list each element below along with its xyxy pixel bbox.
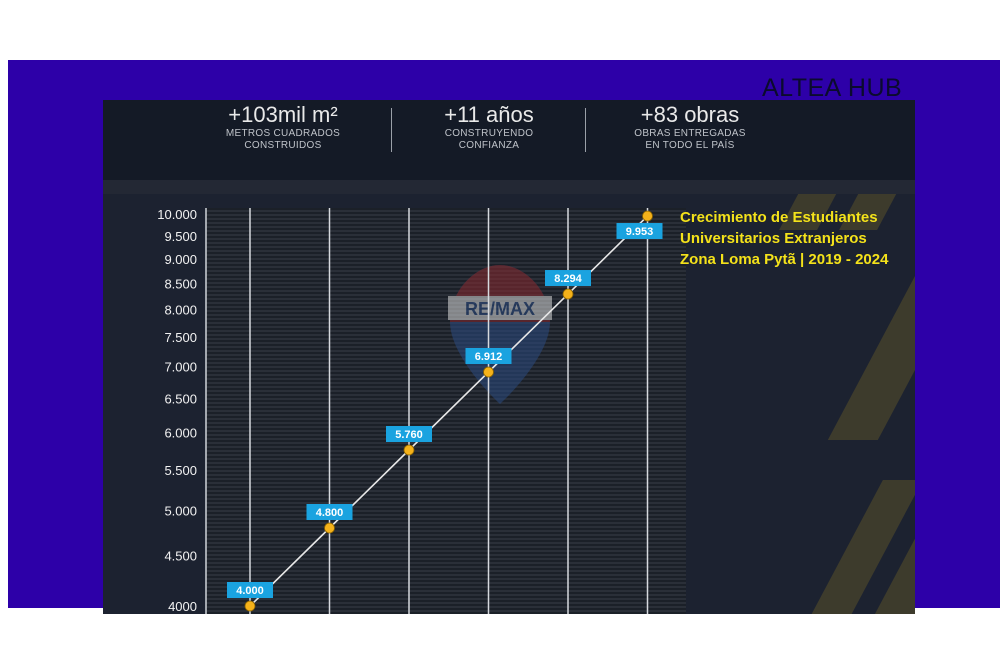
stat-area: +103mil m² METROS CUADRADOS CONSTRUIDOS: [183, 102, 383, 152]
data-label: 5.760: [395, 429, 423, 441]
stat-years: +11 años CONSTRUYENDO CONFIANZA: [389, 102, 589, 152]
chart-title: Crecimiento de Estudiantes Universitario…: [680, 207, 920, 270]
stat-works-label-2: EN TODO EL PAÍS: [645, 140, 735, 151]
stat-years-label-1: CONSTRUYENDO: [444, 128, 534, 139]
stat-area-value: +103mil m²: [228, 102, 338, 127]
chart-title-line-2: Universitarios Extranjeros: [680, 230, 867, 247]
data-label-box: [545, 270, 591, 287]
y-tick-label: 4000: [168, 599, 197, 614]
data-point: [324, 522, 335, 534]
data-label-box: [616, 223, 663, 240]
data-label: 4.800: [316, 507, 344, 519]
stat-divider: [391, 108, 392, 152]
toolbar-strip: [103, 180, 915, 194]
data-point: [642, 210, 653, 222]
y-tick-label: 6.000: [164, 426, 197, 441]
y-tick-label: 4.500: [164, 549, 197, 564]
stat-area-label-2: CONSTRUIDOS: [244, 140, 322, 151]
remax-logo-text: RE/MAX: [465, 299, 535, 319]
stat-years-label-2: CONFIANZA: [458, 140, 520, 151]
stat-works-value: +83 obras: [640, 102, 740, 127]
data-point: [483, 366, 494, 378]
stat-area-label-1: METROS CUADRADOS: [225, 128, 341, 139]
y-tick-label: 8.500: [164, 277, 197, 292]
y-tick-label: 5.500: [164, 463, 197, 478]
y-tick-label: 7.500: [164, 330, 197, 345]
plot-area: [206, 208, 686, 614]
y-tick-label: 10.000: [157, 207, 197, 222]
data-label-box: [227, 582, 273, 598]
chart-title-line-3: Zona Loma Pytã | 2019 - 2024: [680, 251, 889, 268]
data-label: 9.953: [626, 226, 654, 238]
stat-works-label-1: OBRAS ENTREGADAS: [634, 128, 746, 139]
brand-name: ALTEA HUB: [762, 74, 903, 102]
y-tick-label: 8.000: [164, 302, 197, 317]
stat-divider: [585, 108, 586, 152]
y-tick-label: 5.000: [164, 504, 197, 519]
y-tick-label: 6.500: [164, 391, 197, 406]
stat-years-value: +11 años: [444, 102, 534, 127]
infographic-panel: +103mil m² METROS CUADRADOS CONSTRUIDOS …: [103, 100, 915, 614]
data-label-box: [386, 426, 432, 443]
data-label: 6.912: [475, 351, 503, 363]
data-point: [244, 600, 256, 612]
data-label: 4.000: [236, 585, 264, 597]
stat-works: +83 obras OBRAS ENTREGADAS EN TODO EL PA…: [590, 102, 790, 152]
data-point: [562, 288, 574, 300]
data-label-box: [306, 504, 353, 521]
y-tick-label: 9.000: [164, 252, 197, 267]
data-label: 8.294: [554, 273, 582, 285]
data-label-box: [465, 348, 512, 365]
data-point: [403, 444, 415, 456]
chart-title-line-1: Crecimiento de Estudiantes: [680, 209, 878, 226]
stats-bar: +103mil m² METROS CUADRADOS CONSTRUIDOS …: [103, 100, 915, 180]
y-tick-label: 7.000: [164, 360, 197, 375]
y-tick-label: 9.500: [164, 229, 197, 244]
remax-logo: RE/MAX: [448, 265, 552, 404]
